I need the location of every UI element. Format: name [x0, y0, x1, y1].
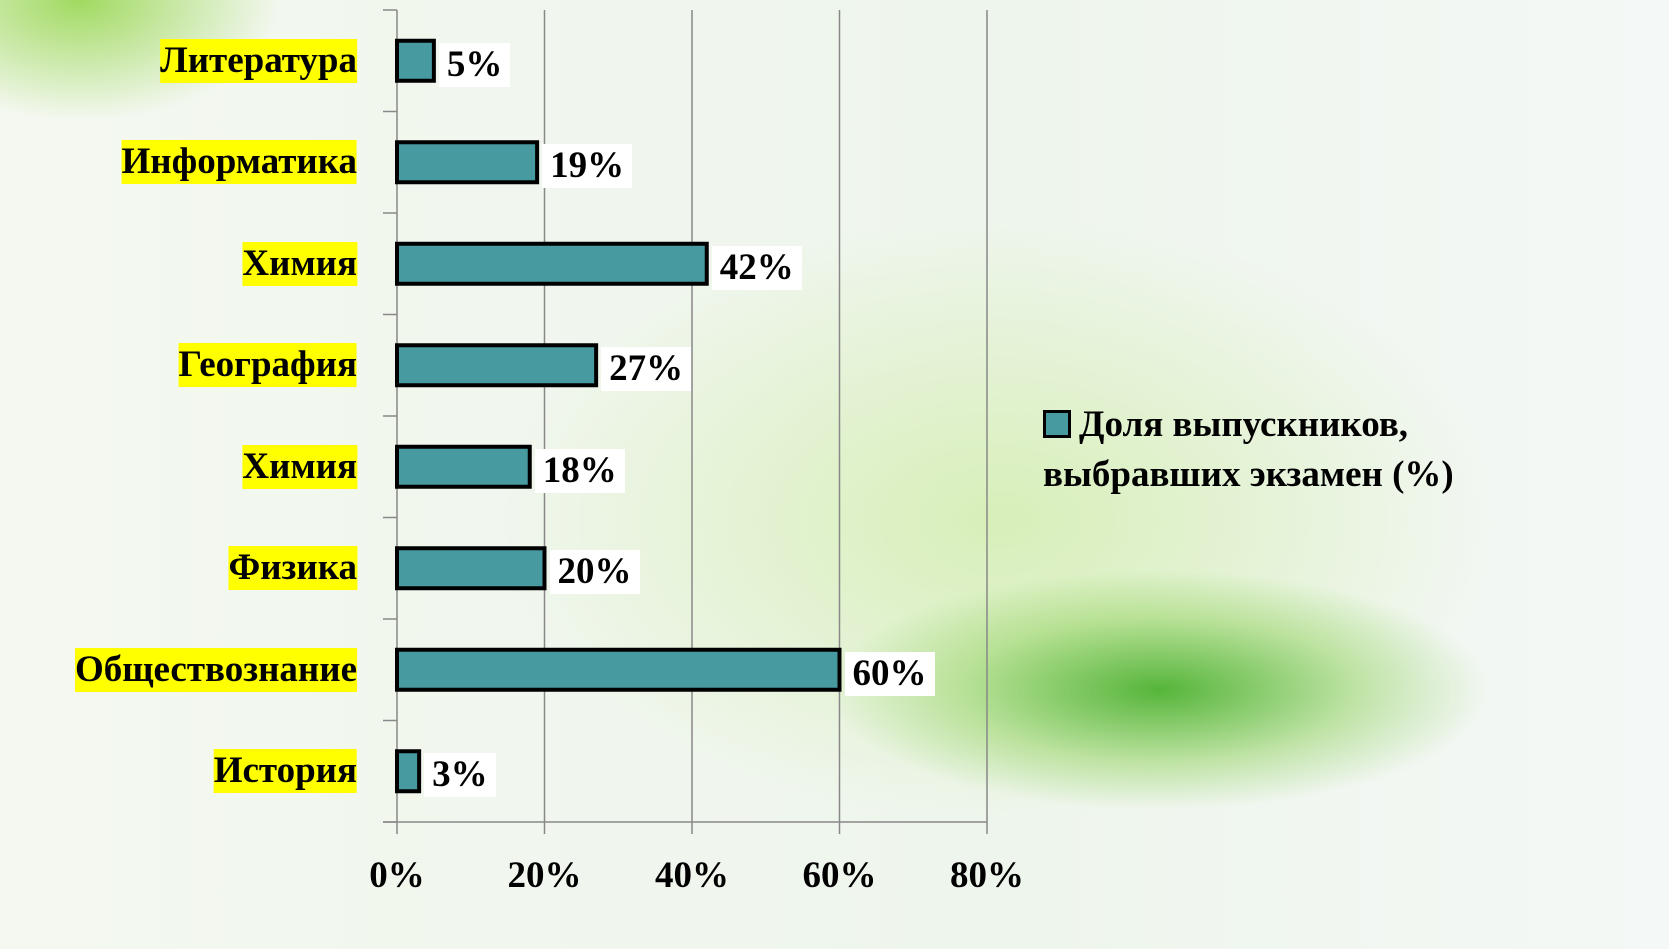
- x-tick-label: 60%: [803, 854, 877, 898]
- y-tick-label: История: [214, 749, 357, 793]
- y-tick-label: Химия: [242, 445, 357, 489]
- bar: [397, 41, 434, 81]
- value-label: 5%: [439, 43, 511, 87]
- y-tick-label: Информатика: [122, 140, 357, 184]
- x-tick-label: 80%: [950, 854, 1024, 898]
- y-tick-label: Литература: [160, 39, 357, 83]
- value-label: 27%: [601, 347, 691, 391]
- value-label: 42%: [712, 246, 802, 290]
- legend-label: Доля выпускников, выбравших экзамен (%): [1043, 404, 1454, 495]
- value-label: 18%: [535, 449, 625, 493]
- y-tick-label: Физика: [228, 546, 357, 590]
- bar: [397, 142, 537, 182]
- bar: [397, 244, 707, 284]
- x-tick-label: 20%: [508, 854, 582, 898]
- y-tick-label: Химия: [242, 242, 357, 286]
- bar: [397, 751, 419, 791]
- bar: [397, 548, 545, 588]
- value-label: 3%: [424, 753, 496, 797]
- legend: Доля выпускников, выбравших экзамен (%): [1043, 400, 1583, 500]
- x-tick-label: 0%: [369, 854, 425, 898]
- value-label: 19%: [542, 144, 632, 188]
- value-label: 60%: [845, 652, 935, 696]
- y-tick-label: Обществознание: [75, 648, 357, 692]
- x-tick-label: 40%: [655, 854, 729, 898]
- bar: [397, 650, 840, 690]
- legend-swatch: [1043, 410, 1071, 438]
- bar: [397, 447, 530, 487]
- bar: [397, 345, 596, 385]
- value-label: 20%: [550, 550, 640, 594]
- y-tick-label: География: [179, 343, 357, 387]
- chart: Доля выпускников, выбравших экзамен (%) …: [0, 0, 1669, 949]
